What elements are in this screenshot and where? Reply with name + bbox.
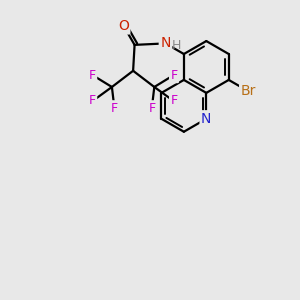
Text: O: O [118, 19, 129, 33]
Text: F: F [170, 69, 178, 82]
Text: H: H [172, 39, 182, 52]
Text: N: N [201, 112, 211, 126]
Text: F: F [88, 69, 96, 82]
Text: F: F [170, 94, 178, 107]
Text: F: F [88, 94, 96, 107]
Text: Br: Br [241, 84, 256, 98]
Text: N: N [160, 36, 171, 50]
Text: F: F [148, 102, 155, 115]
Text: F: F [111, 102, 118, 115]
